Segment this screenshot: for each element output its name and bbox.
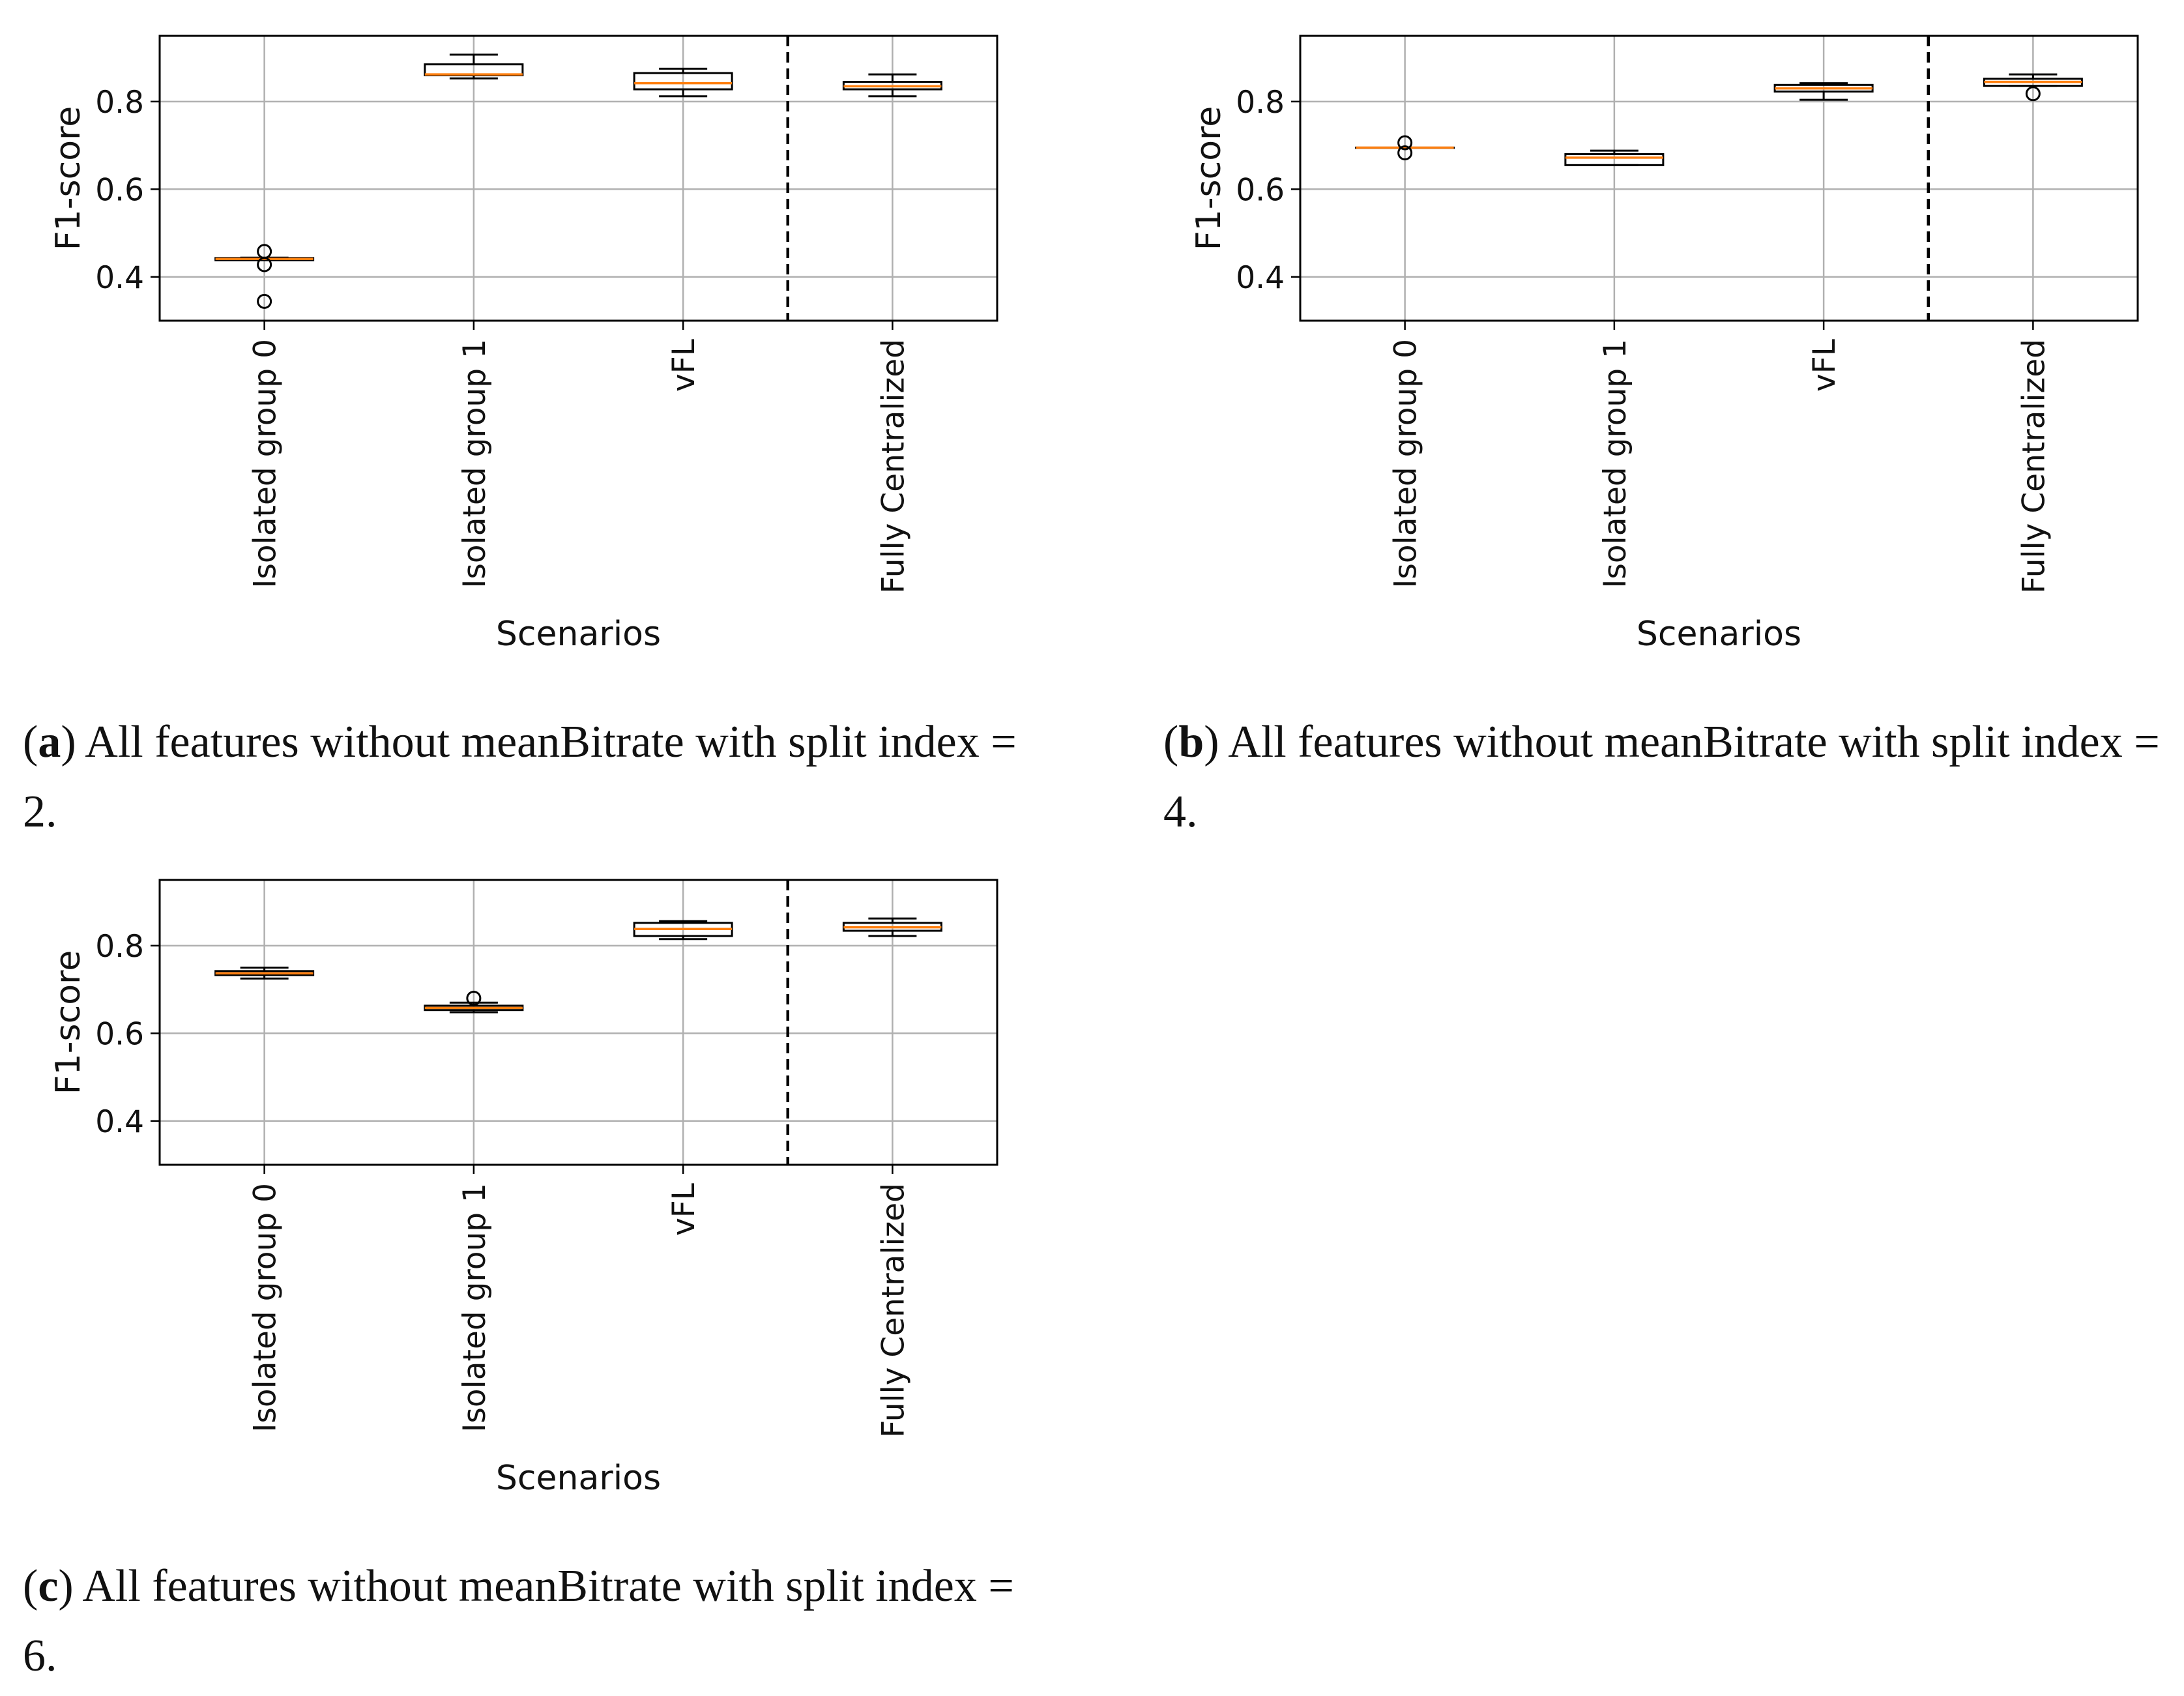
x-tick-label: Fully Centralized (875, 339, 911, 594)
y-tick-label: 0.4 (95, 1104, 144, 1140)
y-tick-label: 0.8 (95, 85, 144, 121)
axes-frame (158, 35, 998, 322)
outlier-point (257, 257, 272, 272)
caption-letter: b (1178, 717, 1204, 767)
box-chart-c: 0.4 0.6 0.8 Isolated group 0 Isolated group … (49, 879, 998, 1498)
y-tick-label: 0.6 (95, 172, 144, 208)
y-tick-label: 0.6 (1236, 172, 1285, 208)
x-tick-label: Isolated group 0 (248, 339, 284, 588)
outlier-point (466, 991, 482, 1006)
y-axis-label: F1-score (49, 950, 88, 1094)
y-tick-label: 0.8 (1236, 85, 1285, 121)
x-axis-label: Scenarios (1637, 615, 1801, 654)
axes-frame (1299, 35, 2139, 322)
x-tick-label: Isolated group 0 (248, 1183, 284, 1432)
x-tick-label: vFL (666, 339, 702, 392)
box-chart-b: 0.4 0.6 0.8 Isolated group 0 Isolated group … (1189, 35, 2139, 654)
y-tick-label: 0.4 (95, 260, 144, 296)
outlier-point (257, 293, 272, 309)
figure-caption-c: (c) All features without meanBitrate wit… (23, 1561, 1014, 1681)
y-axis-label: F1-score (49, 106, 88, 250)
outlier-point (2025, 86, 2041, 102)
outlier-point (1397, 135, 1413, 151)
caption-letter: c (38, 1561, 59, 1611)
outlier-point (1397, 145, 1413, 161)
x-tick-label: vFL (1807, 339, 1842, 392)
x-tick-label: Isolated group 1 (457, 339, 493, 588)
box-iqr (633, 72, 733, 91)
x-tick-label: Isolated group 1 (457, 1183, 493, 1432)
y-axis-label: F1-score (1189, 106, 1229, 250)
y-tick-label: 0.6 (95, 1016, 144, 1052)
figure-caption-a: (a) All features without meanBitrate wit… (23, 717, 1017, 837)
y-tick-label: 0.4 (1236, 260, 1285, 296)
x-tick-label: vFL (666, 1183, 702, 1236)
x-axis-label: Scenarios (496, 1459, 661, 1498)
box-iqr (1564, 153, 1665, 166)
x-tick-label: Fully Centralized (875, 1183, 911, 1438)
x-axis-label: Scenarios (496, 615, 661, 654)
axes-frame (158, 879, 998, 1166)
y-tick-label: 0.8 (95, 929, 144, 965)
caption-text: All features without meanBitrate with sp… (23, 1561, 1014, 1681)
chart-panel-b: 0.4 0.6 0.8 Isolated group 0 Isolated group … (1141, 0, 2184, 837)
box-chart-a: 0.4 0.6 0.8 Isolated group 0 Isolated group … (49, 35, 998, 654)
chart-panel-c: 0.4 0.6 0.8 Isolated group 0 Isolated group … (0, 844, 1092, 1681)
x-tick-label: Isolated group 1 (1597, 339, 1633, 588)
chart-panel-a: 0.4 0.6 0.8 Isolated group 0 Isolated group … (0, 0, 1092, 837)
x-tick-label: Fully Centralized (2016, 339, 2052, 594)
caption-text: All features without meanBitrate with sp… (23, 717, 1017, 837)
caption-text: All features without meanBitrate with sp… (1163, 717, 2160, 837)
figure-caption-b: (b) All features without meanBitrate wit… (1163, 717, 2160, 837)
caption-letter: a (38, 717, 61, 767)
x-tick-label: Isolated group 0 (1388, 339, 1424, 588)
